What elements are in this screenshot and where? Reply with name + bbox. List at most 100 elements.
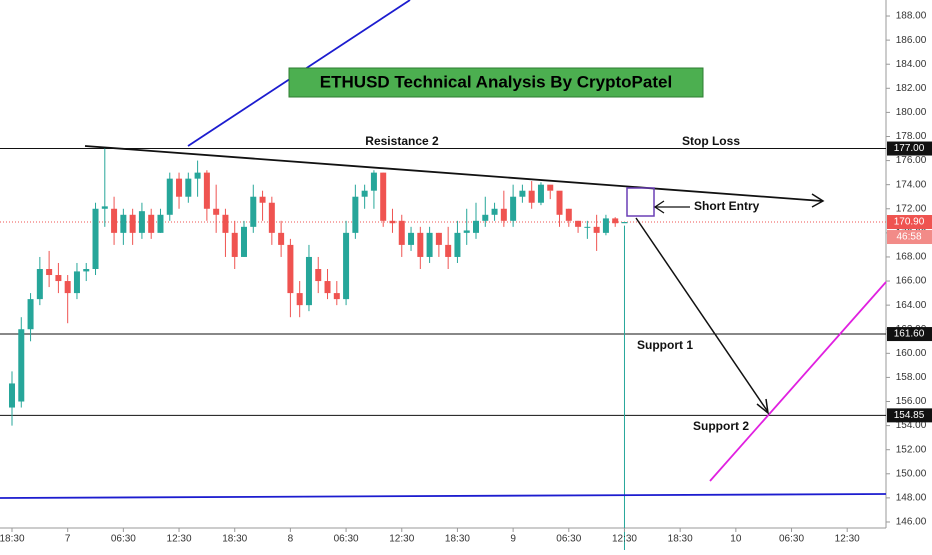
candle-body xyxy=(445,244,452,257)
candle-body xyxy=(305,256,312,306)
candle-body xyxy=(500,208,507,221)
y-tick-label: 182.00 xyxy=(896,83,927,94)
x-tick-label: 12:30 xyxy=(835,534,860,545)
candle-body xyxy=(454,232,461,257)
candle-body xyxy=(73,271,80,294)
y-tick-label: 156.00 xyxy=(896,396,927,407)
price-axis xyxy=(886,0,932,550)
candle-body xyxy=(287,244,294,294)
candle-body xyxy=(55,275,62,282)
y-tick-label: 188.00 xyxy=(896,11,927,22)
x-tick-label: 18:30 xyxy=(0,534,25,545)
candle-body xyxy=(528,190,535,203)
last-price-label: 170.90 xyxy=(894,217,925,228)
arrow-head xyxy=(756,398,770,415)
y-tick-label: 176.00 xyxy=(896,155,927,166)
trend-line xyxy=(709,281,887,482)
level-label: 161.60 xyxy=(894,329,925,340)
candle-body xyxy=(380,172,387,221)
x-tick-label: 12:30 xyxy=(167,534,192,545)
arrow-head xyxy=(811,193,825,208)
candle-body xyxy=(343,232,350,300)
candle-body xyxy=(64,281,71,294)
y-tick-label: 150.00 xyxy=(896,468,927,479)
candle-body xyxy=(324,281,331,294)
y-tick-label: 168.00 xyxy=(896,252,927,263)
candle-body xyxy=(426,232,433,257)
candle-body xyxy=(537,184,544,203)
annotation: Short Entry xyxy=(694,199,760,213)
level-label: 154.85 xyxy=(894,410,925,421)
candle-body xyxy=(27,299,34,330)
candle-body xyxy=(315,268,322,282)
annotation: Support 2 xyxy=(693,419,749,433)
x-tick-label: 18:30 xyxy=(445,534,470,545)
y-tick-label: 172.00 xyxy=(896,203,927,214)
candle-body xyxy=(18,329,25,402)
candle-body xyxy=(547,184,554,191)
candle-body xyxy=(194,172,201,179)
y-tick-label: 184.00 xyxy=(896,59,927,70)
countdown-box xyxy=(887,230,932,245)
candle-body xyxy=(250,196,257,227)
x-tick-label: 06:30 xyxy=(779,534,804,545)
candle-body xyxy=(398,220,405,245)
y-tick-label: 180.00 xyxy=(896,107,927,118)
candle-body xyxy=(435,232,442,245)
candle-body xyxy=(166,178,173,215)
candle-body xyxy=(482,214,489,221)
candle-body xyxy=(612,218,619,224)
candle-body xyxy=(222,214,229,233)
candle-body xyxy=(259,196,266,203)
x-tick-label: 10 xyxy=(730,534,742,545)
y-tick-label: 174.00 xyxy=(896,179,927,190)
candle-body xyxy=(9,383,15,408)
y-tick-label: 152.00 xyxy=(896,444,927,455)
candle-body xyxy=(519,190,526,197)
candle-body xyxy=(111,208,118,233)
candle-body xyxy=(463,230,470,233)
candle-body xyxy=(408,232,415,245)
x-tick-label: 12:30 xyxy=(612,534,637,545)
y-tick-label: 160.00 xyxy=(896,348,927,359)
candle-body xyxy=(268,202,275,233)
candle-body xyxy=(389,220,396,224)
title-box xyxy=(288,67,704,98)
x-tick-label: 06:30 xyxy=(334,534,359,545)
level-label-box xyxy=(887,141,932,156)
candle-body xyxy=(138,211,145,233)
x-tick-label: 18:30 xyxy=(668,534,693,545)
candle-body xyxy=(556,190,563,215)
candle-body xyxy=(213,208,220,215)
arrow-head xyxy=(653,200,665,214)
y-tick-label: 166.00 xyxy=(896,276,927,287)
y-tick-label: 158.00 xyxy=(896,372,927,383)
y-tick-label: 146.00 xyxy=(896,517,927,528)
y-tick-label: 148.00 xyxy=(896,493,927,504)
candle-body xyxy=(83,268,90,272)
candle-body xyxy=(176,178,183,197)
x-tick-label: 06:30 xyxy=(111,534,136,545)
candle-body xyxy=(584,226,591,228)
candle-body xyxy=(129,214,136,233)
candle-body xyxy=(491,208,498,215)
candle-body xyxy=(185,178,192,197)
chart-title: ETHUSD Technical Analysis By CryptoPatel xyxy=(320,72,672,91)
candle-body xyxy=(621,222,628,224)
x-tick-label: 7 xyxy=(65,534,71,545)
annotation: Resistance 2 xyxy=(365,134,439,148)
candle-body xyxy=(417,232,424,257)
y-tick-label: 154.00 xyxy=(896,420,927,431)
candle-body xyxy=(361,190,368,197)
x-tick-label: 18:30 xyxy=(222,534,247,545)
candle-body xyxy=(296,293,303,306)
candle-body xyxy=(148,214,155,233)
entry-box xyxy=(626,187,655,217)
candle-body xyxy=(510,196,517,221)
candle-body xyxy=(352,196,359,233)
candle-body xyxy=(575,220,582,227)
candle-body xyxy=(157,214,164,233)
target-arrow xyxy=(635,217,769,413)
